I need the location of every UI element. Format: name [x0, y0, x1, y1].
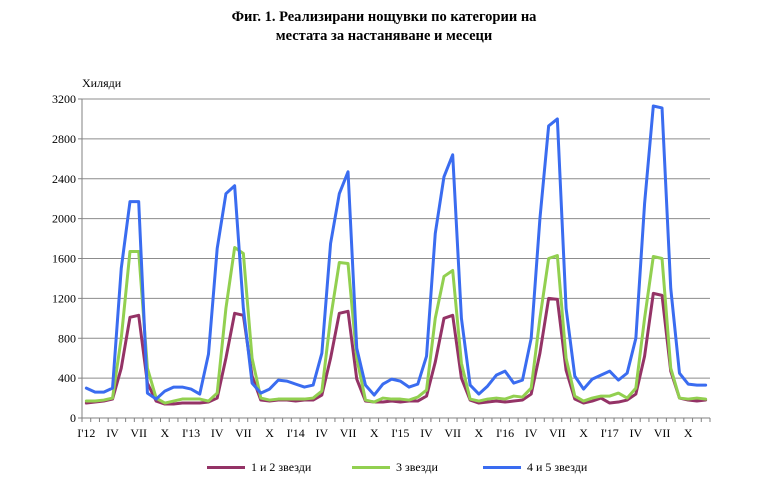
x-tick-label: IV [211, 426, 224, 440]
y-tick-label: 2800 [52, 132, 76, 146]
y-tick-label: 400 [58, 371, 76, 385]
legend: 1 и 2 звезди 3 звезди 4 и 5 звезди [0, 460, 768, 480]
y-axis-ticks: 0 400 800 1200 1600 2000 2400 2800 3200 [52, 92, 82, 425]
x-tick-label: X [161, 426, 170, 440]
legend-swatch [483, 466, 521, 469]
y-tick-label: 0 [70, 411, 76, 425]
x-tick-label: VII [654, 426, 671, 440]
chart-title: Фиг. 1. Реализирани нощувки по категории… [0, 8, 768, 46]
legend-label: 1 и 2 звезди [251, 460, 312, 474]
legend-item-1-2-stars: 1 и 2 звезди [207, 460, 311, 475]
line-chart: Хиляди 0 400 800 1200 1600 2000 2400 2800 3200 І… [52, 76, 711, 440]
legend-label: 4 и 5 звезди [527, 460, 588, 474]
y-tick-label: 2000 [52, 212, 76, 226]
chart-title-line-2: местата за настаняване и месеци [275, 28, 493, 44]
series-line-1 [84, 291, 708, 406]
x-tick-label: І'12 [77, 426, 95, 440]
legend-swatch [352, 466, 390, 469]
legend-item-3-stars: 3 звезди [352, 460, 438, 475]
y-tick-label: 1200 [52, 291, 76, 305]
series-line-2 [84, 246, 708, 405]
x-tick-label: VII [549, 426, 566, 440]
y-axis-unit-label: Хиляди [82, 76, 122, 90]
x-tick-label: І'15 [391, 426, 409, 440]
gridlines [82, 98, 710, 379]
y-tick-label: 3200 [52, 92, 76, 106]
x-tick-label: X [475, 426, 484, 440]
x-tick-label: І'16 [496, 426, 514, 440]
x-tick-label: IV [525, 426, 538, 440]
x-axis-ticks: І'12 IV VII X І'13 IV VII X І'14 IV VII X І'15 IV VII X… [77, 418, 711, 440]
x-tick-label: І'17 [601, 426, 619, 440]
legend-item-4-5-stars: 4 и 5 звезди [483, 460, 587, 475]
y-tick-label: 1600 [52, 252, 76, 266]
legend-label: 3 звезди [396, 460, 438, 474]
x-tick-label: IV [106, 426, 119, 440]
x-tick-label: VII [340, 426, 357, 440]
x-tick-label: VII [130, 426, 147, 440]
x-tick-label: І'13 [182, 426, 200, 440]
x-tick-label: X [684, 426, 693, 440]
x-tick-label: IV [630, 426, 643, 440]
chart-title-line-1: Фиг. 1. Реализирани нощувки по категории… [231, 9, 537, 25]
x-tick-label: І'14 [287, 426, 305, 440]
x-tick-label: IV [420, 426, 433, 440]
x-tick-label: X [370, 426, 379, 440]
x-tick-label: VII [235, 426, 252, 440]
y-tick-label: 2400 [52, 172, 76, 186]
series-line-3 [84, 104, 708, 401]
x-tick-label: VII [444, 426, 461, 440]
series-lines [84, 104, 708, 406]
y-tick-label: 800 [58, 331, 76, 345]
x-tick-label: X [265, 426, 274, 440]
legend-swatch [207, 466, 245, 469]
x-tick-label: IV [316, 426, 329, 440]
x-tick-label: X [579, 426, 588, 440]
